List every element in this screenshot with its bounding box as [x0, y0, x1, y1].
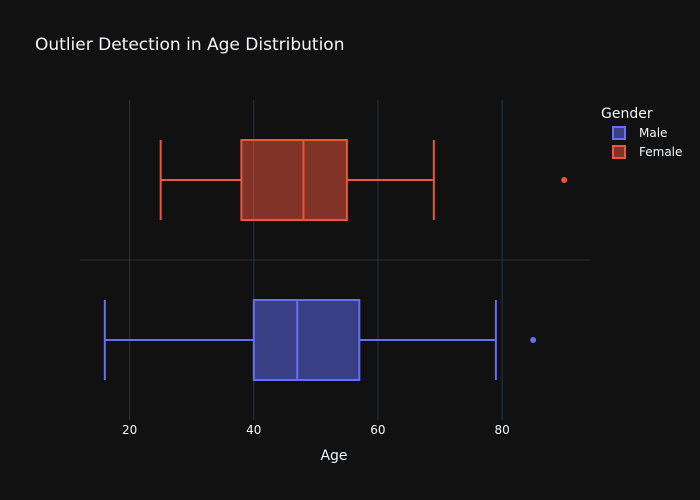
legend-label-female: Female — [639, 145, 682, 159]
outlier-point-female-0 — [561, 177, 568, 183]
x-axis-title: Age — [320, 448, 347, 464]
box-female — [159, 139, 568, 221]
legend[interactable]: Gender Male Female — [601, 106, 682, 159]
outlier-point-male-0 — [530, 337, 537, 343]
legend-title: Gender — [601, 106, 653, 122]
legend-label-male: Male — [639, 126, 667, 140]
iqr-box-male — [252, 299, 361, 381]
x-tick-label-20: 20 — [122, 423, 137, 437]
iqr-box-female — [240, 139, 348, 221]
x-tick-label-40: 40 — [246, 423, 261, 437]
chart-title: Outlier Detection in Age Distribution — [35, 35, 344, 55]
x-tick-labels: 20 40 60 80 — [122, 423, 510, 437]
box-series — [103, 139, 568, 381]
legend-swatch-female — [612, 145, 626, 159]
legend-swatch-male — [612, 126, 626, 140]
box-male — [103, 299, 537, 381]
x-tick-label-60: 60 — [370, 423, 385, 437]
x-tick-label-80: 80 — [494, 423, 509, 437]
